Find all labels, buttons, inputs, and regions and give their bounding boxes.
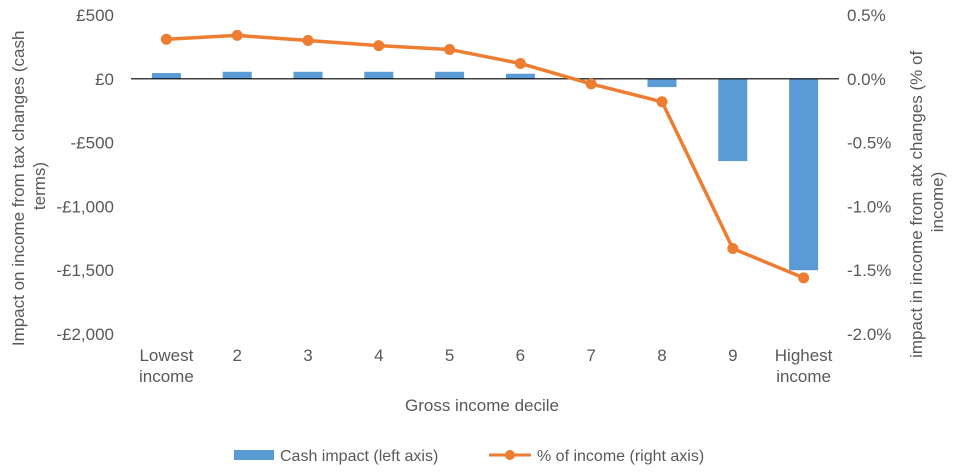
bar (364, 71, 394, 79)
legend-label-cash-impact: Cash impact (left axis) (280, 448, 438, 465)
right-axis-tick-label: -0.5% (847, 134, 891, 153)
category-label: 4 (374, 346, 383, 365)
left-axis-tick-label: -£500 (71, 134, 114, 153)
x-axis-title: Gross income decile (405, 396, 559, 415)
right-axis-tick-label: -2.0% (847, 325, 891, 344)
left-axis-tick-label: -£2,000 (56, 325, 114, 344)
category-label: 7 (586, 346, 595, 365)
legend-swatch-cash-impact (234, 450, 274, 460)
right-axis-title-line-2: income) (928, 172, 947, 232)
category-labels: Lowest income 2 3 4 5 6 7 8 9 Highest income (139, 346, 833, 386)
left-axis-title: Impact on income from tax changes (cash … (9, 26, 49, 346)
legend: Cash impact (left axis) % of income (rig… (234, 448, 704, 465)
line-point (302, 35, 314, 47)
category-label: 5 (445, 346, 454, 365)
line-point (585, 78, 597, 90)
bar (151, 73, 181, 79)
line-series (160, 29, 810, 284)
category-label: Lowest (139, 346, 193, 365)
category-label: 9 (728, 346, 737, 365)
line-point (514, 57, 526, 69)
line-point (231, 29, 243, 41)
category-label: 6 (516, 346, 525, 365)
line-point (656, 96, 668, 108)
right-axis-title-line-1: impact in income from atx changes (% of (907, 51, 926, 358)
bar-series (151, 71, 819, 271)
left-axis-tick-label: -£1,000 (56, 197, 114, 216)
right-axis-tick-label: 0.5% (847, 6, 886, 25)
bar (293, 71, 323, 79)
line-point (160, 33, 172, 45)
bar (505, 73, 535, 79)
legend-marker-percent-income (505, 450, 515, 460)
category-label: 8 (657, 346, 666, 365)
right-axis-tick-label: -1.5% (847, 261, 891, 280)
category-label: income (776, 367, 831, 386)
left-axis-tick-label: £500 (76, 6, 114, 25)
right-axis-ticks: 0.5% 0.0% -0.5% -1.0% -1.5% -2.0% (847, 6, 891, 344)
line-point (444, 43, 456, 55)
right-axis-title: impact in income from atx changes (% of … (907, 46, 947, 358)
bar (222, 71, 252, 79)
bar (789, 78, 819, 271)
left-axis-ticks: £500 £0 -£500 -£1,000 -£1,500 -£2,000 (56, 6, 114, 344)
category-label: 3 (303, 346, 312, 365)
left-axis-tick-label: £0 (95, 70, 114, 89)
right-axis-tick-label: 0.0% (847, 70, 886, 89)
right-axis-tick-label: -1.0% (847, 197, 891, 216)
bar (718, 78, 748, 162)
category-label: income (139, 367, 194, 386)
bar (435, 71, 465, 79)
left-axis-tick-label: -£1,500 (56, 261, 114, 280)
left-axis-title-line-2: terms) (30, 162, 49, 210)
line-point (798, 272, 810, 284)
bar (647, 78, 677, 88)
left-axis-title-line-1: Impact on income from tax changes (cash (9, 31, 28, 347)
line-point (727, 243, 739, 255)
legend-label-percent-income: % of income (right axis) (537, 448, 704, 465)
line-point (373, 40, 385, 52)
category-label: Highest (775, 346, 833, 365)
series-line (166, 33, 805, 280)
category-label: 2 (232, 346, 241, 365)
